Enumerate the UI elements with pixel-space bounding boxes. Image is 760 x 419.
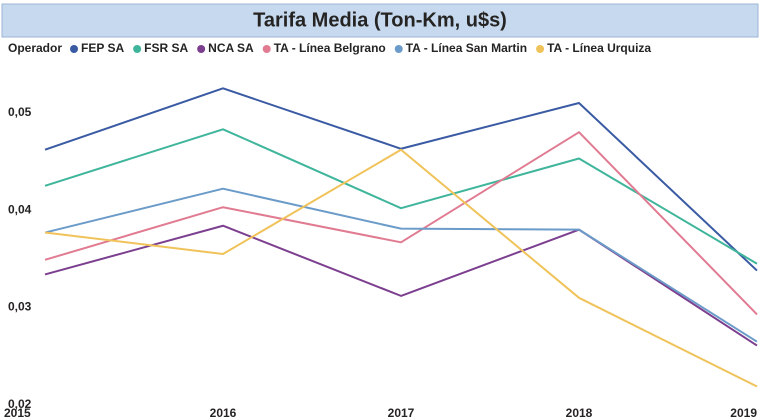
- series-line: [44, 131, 758, 316]
- legend-swatch: [262, 45, 271, 53]
- x-tick-label: 2015: [4, 406, 31, 419]
- x-tick-label: 2017: [388, 406, 415, 419]
- title-bar: [1, 3, 759, 38]
- legend-label: FEP SA: [81, 41, 124, 55]
- legend-swatch: [70, 45, 79, 53]
- legend-label: TA - Línea San Martin: [406, 41, 527, 55]
- x-tick-label: 2018: [566, 406, 593, 419]
- x-tick-label: 2019: [730, 406, 757, 419]
- legend-label: TA - Línea Belgrano: [274, 41, 386, 55]
- series-line: [44, 148, 758, 388]
- x-tick-label: 2016: [210, 406, 237, 419]
- series-line: [44, 187, 758, 343]
- legend-title: Operador: [8, 41, 62, 55]
- legend-swatch: [133, 45, 142, 53]
- chart-title: Tarifa Media (Ton-Km, u$s): [253, 9, 507, 31]
- legend-label: TA - Línea Urquiza: [547, 41, 651, 55]
- legend-swatch: [394, 45, 403, 53]
- legend-label: NCA SA: [208, 41, 254, 55]
- y-tick-label: 0,04: [8, 202, 32, 216]
- legend-swatch: [197, 45, 206, 53]
- y-tick-label: 0,02: [8, 397, 32, 411]
- y-tick-label: 0,03: [8, 300, 32, 314]
- legend-label: FSR SA: [144, 41, 188, 55]
- y-tick-label: 0,05: [8, 105, 32, 119]
- series-line: [44, 224, 758, 347]
- legend-swatch: [536, 45, 545, 53]
